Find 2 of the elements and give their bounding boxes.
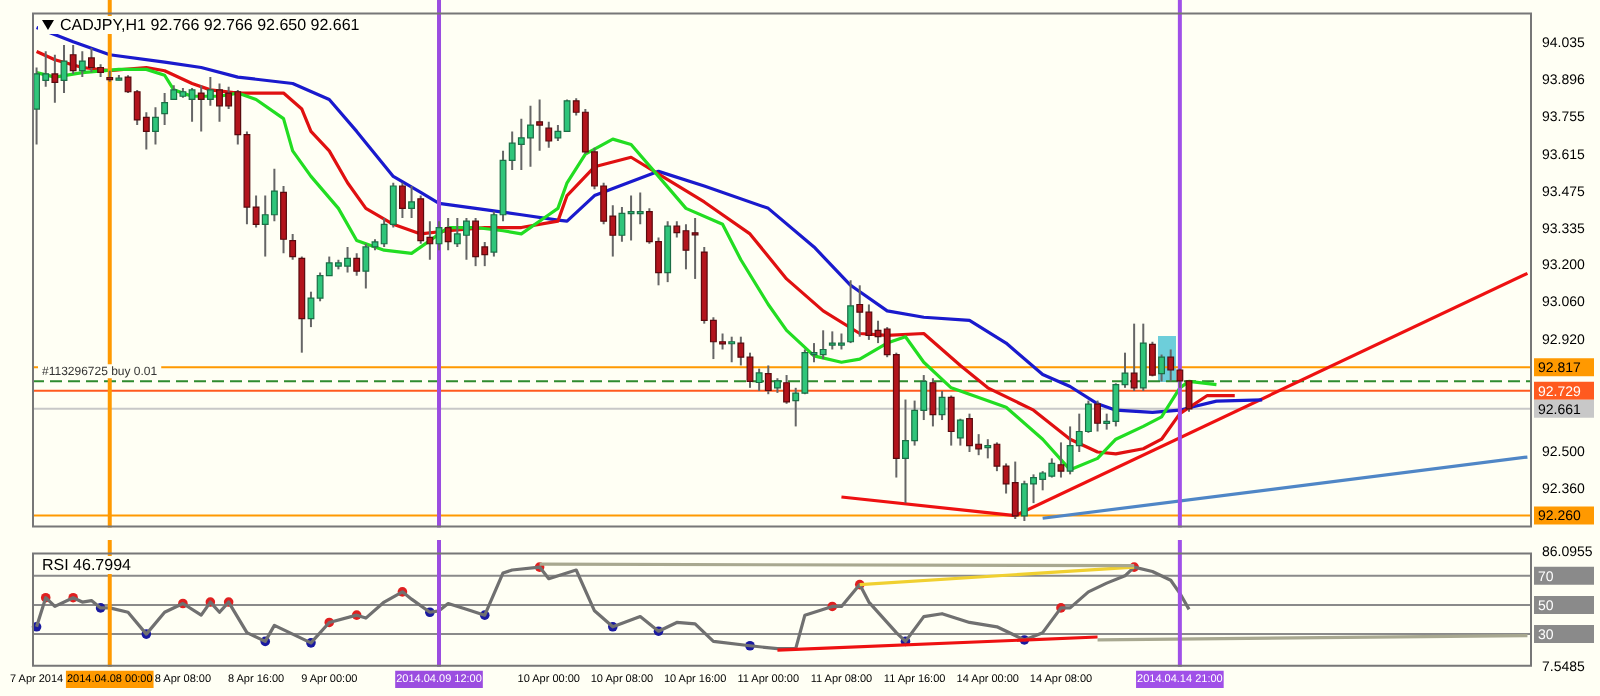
chart-title: CADJPY,H1 92.766 92.766 92.650 92.661: [60, 16, 360, 35]
chart-title: RSI 46.7994: [42, 556, 131, 575]
